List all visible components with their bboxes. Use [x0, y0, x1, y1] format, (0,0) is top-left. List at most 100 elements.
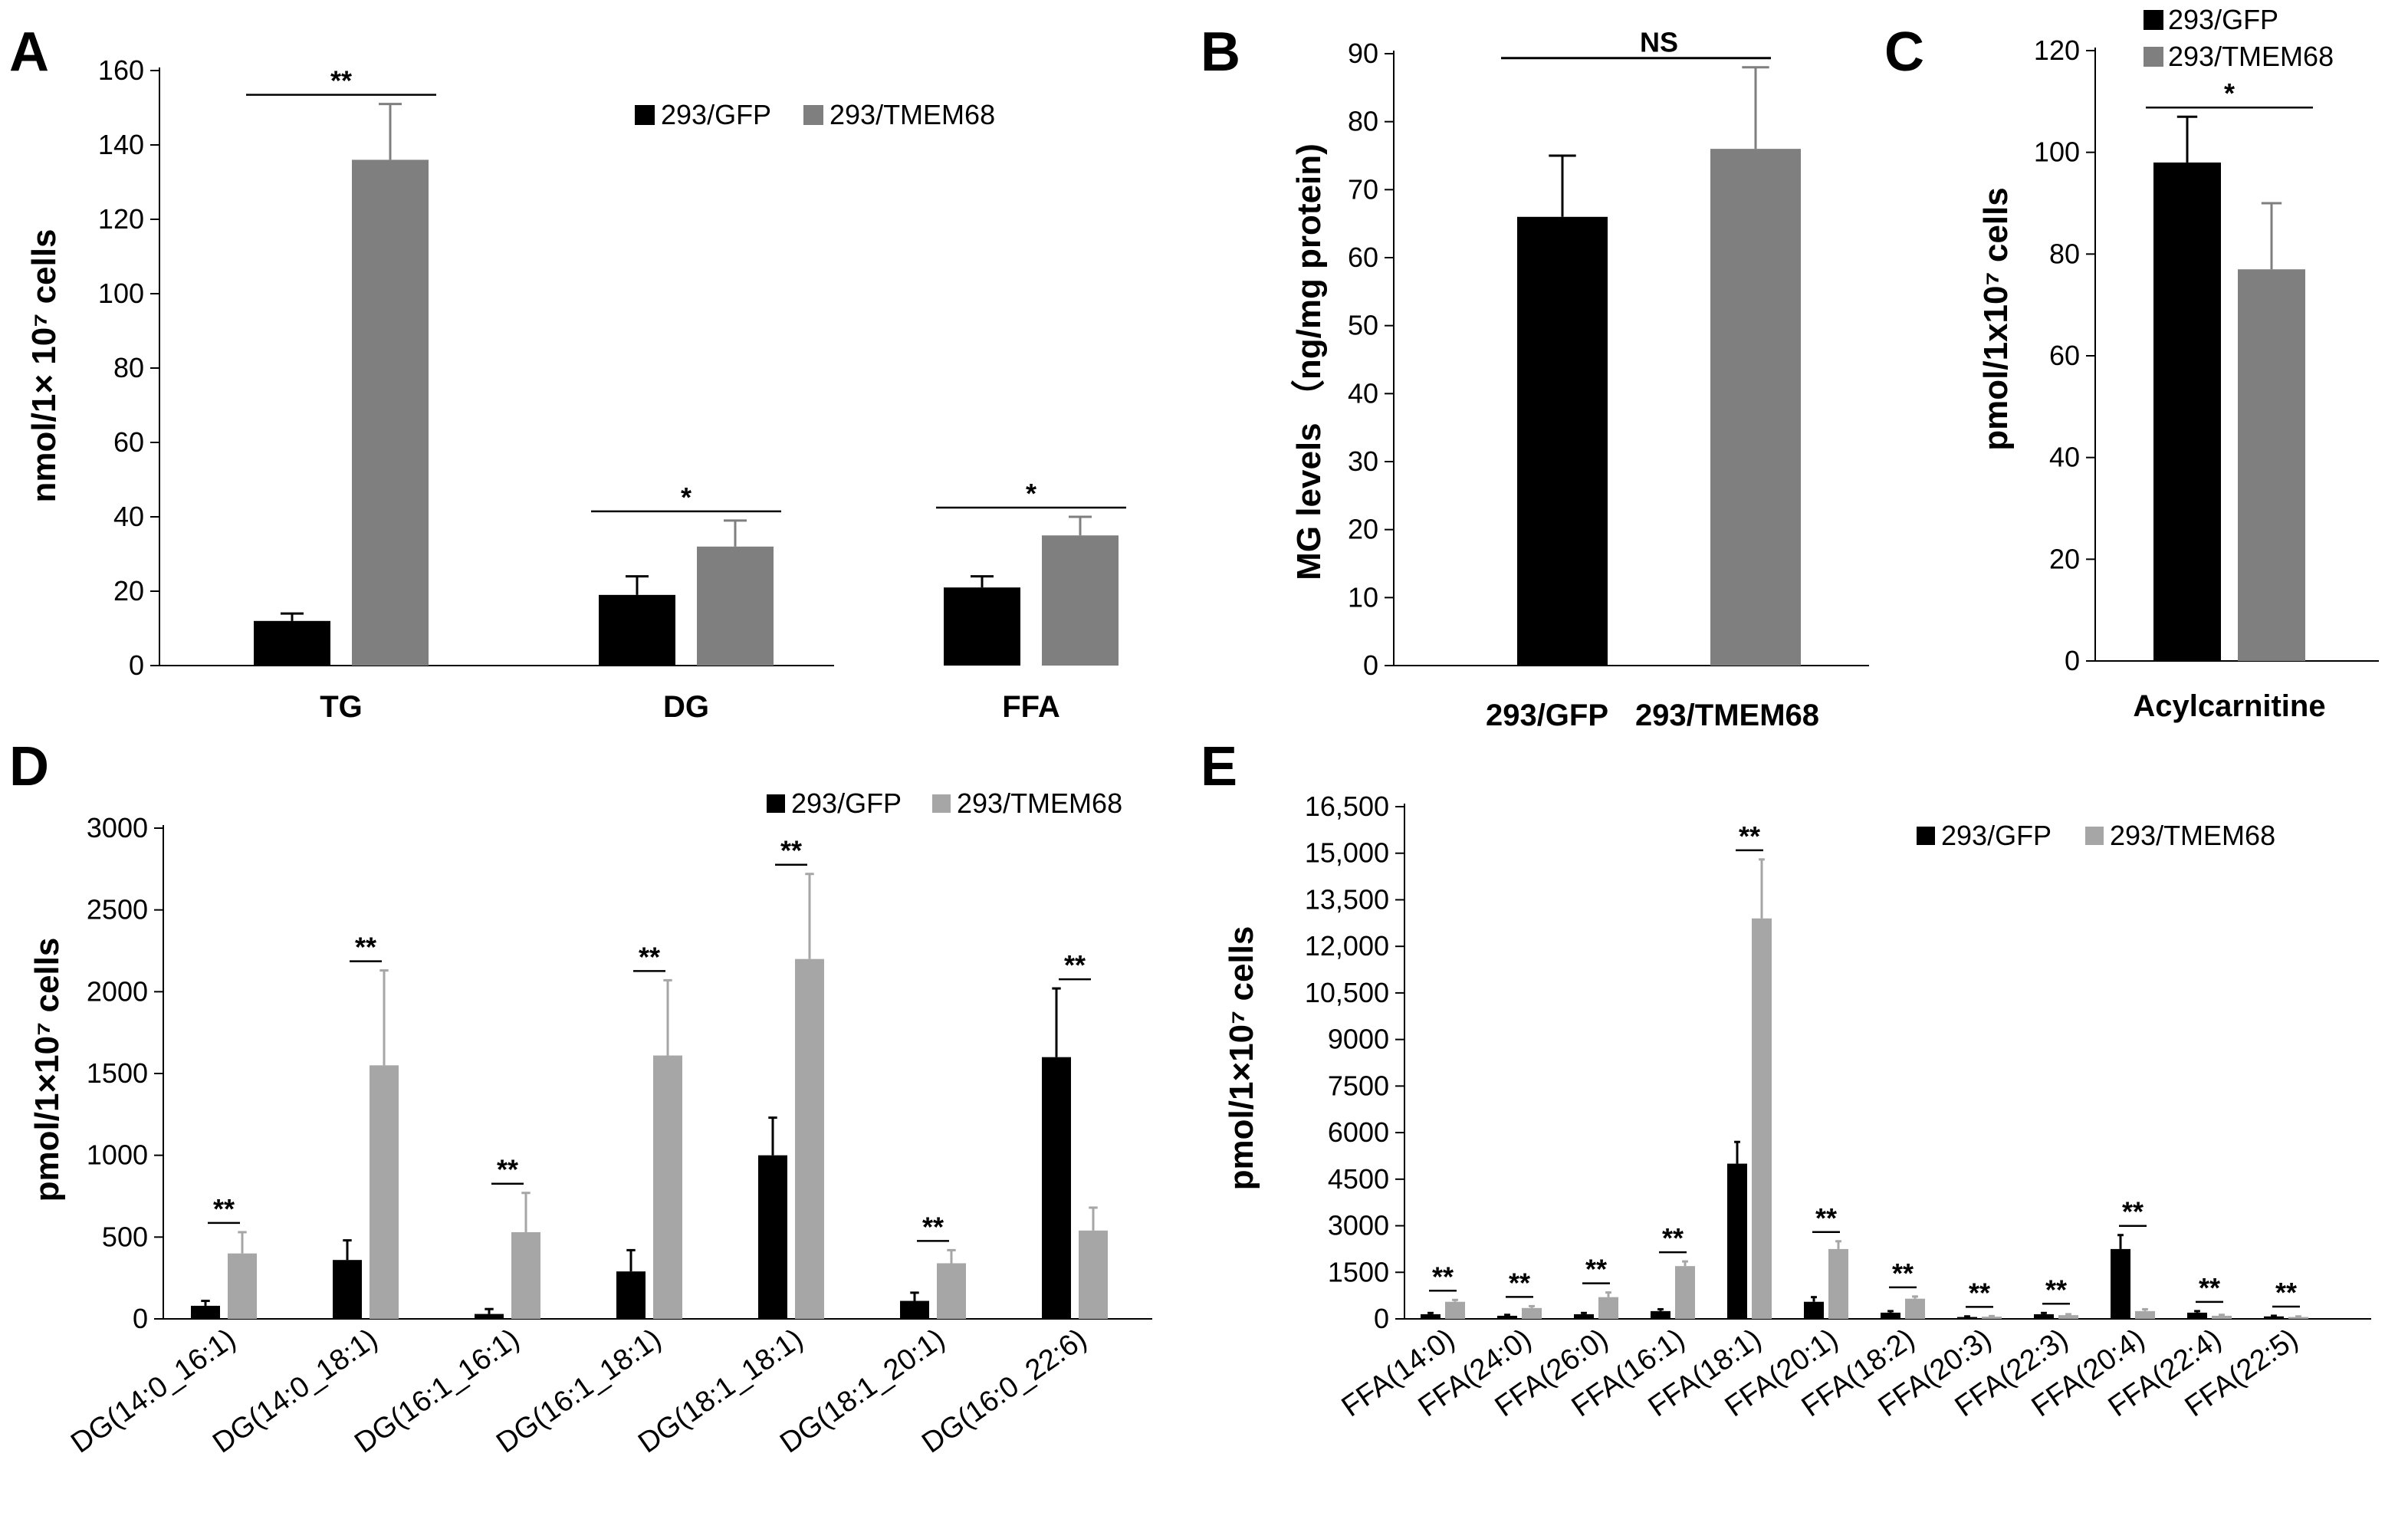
x-category-label: FFA — [1002, 690, 1060, 724]
bar-293gfp — [599, 594, 675, 666]
chart-panel-e: pmol/1×10⁷ cells 0 1500 3000 4500 6000 7500 90… — [1223, 791, 2371, 1423]
significance-label: * — [2224, 77, 2235, 109]
x-category-label: 293/GFP — [1486, 699, 1608, 732]
x-category-label: 293/TMEM68 — [1635, 699, 1819, 732]
bar-293tmem68 — [1042, 535, 1119, 666]
y-tick-label: 0 — [133, 1303, 148, 1334]
y-tick-label: 60 — [2049, 340, 2080, 371]
legend-label-gfp-a: 293/GFP — [661, 99, 771, 130]
bar-293gfp — [1957, 1317, 1977, 1319]
y-tick-label: 70 — [1348, 173, 1378, 205]
legend-swatch-tmem-a — [803, 105, 823, 125]
bar-293tmem68 — [1905, 1298, 1925, 1319]
significance-label: NS — [1640, 27, 1678, 58]
panel-letter-c: C — [1884, 21, 1924, 83]
y-tick-label: 4500 — [1328, 1163, 1389, 1195]
significance-label: ** — [1585, 1254, 1607, 1285]
legend-label-tmem-e: 293/TMEM68 — [2110, 820, 2275, 851]
significance-label: ** — [1815, 1202, 1837, 1234]
bar-293gfp — [616, 1271, 646, 1319]
bar-293tmem68 — [2135, 1310, 2155, 1319]
bar-293tmem68 — [1752, 918, 1772, 1319]
panel-letter-e: E — [1201, 736, 1237, 797]
chart-panel-d: pmol/1×10⁷ cells 0 500 1000 1500 2000 2500 300… — [28, 787, 1152, 1460]
y-tick-label: 30 — [1348, 446, 1378, 477]
bar-293tmem68 — [1828, 1248, 1848, 1319]
y-tick-label: 60 — [1348, 242, 1378, 273]
bar-293tmem68 — [1445, 1301, 1465, 1319]
significance-label: ** — [497, 1154, 518, 1185]
y-tick-label: 0 — [2065, 645, 2080, 676]
y-tick-label: 160 — [98, 54, 144, 86]
y-tick-label: 80 — [2049, 238, 2080, 269]
bar-293gfp — [1574, 1314, 1594, 1319]
y-tick-label: 90 — [1348, 38, 1378, 69]
bar-293tmem68 — [2058, 1315, 2078, 1319]
bar-293tmem68 — [228, 1253, 257, 1319]
panel-letter-d: D — [9, 736, 49, 797]
significance-label: ** — [330, 65, 352, 97]
significance-label: ** — [1509, 1267, 1530, 1298]
y-tick-label: 40 — [2049, 442, 2080, 473]
bar-293gfp — [1421, 1314, 1441, 1319]
legend-swatch-tmem-d — [932, 794, 951, 813]
y-tick-label: 60 — [113, 426, 144, 458]
bar-293tmem68 — [1522, 1307, 1542, 1319]
significance-label: ** — [355, 932, 376, 963]
significance-label: ** — [922, 1211, 944, 1242]
x-category-label: TG — [320, 690, 363, 724]
bar-293tmem68 — [511, 1231, 540, 1319]
significance-label: ** — [1064, 949, 1086, 981]
significance-label: ** — [1892, 1258, 1914, 1289]
legend-label-tmem-d: 293/TMEM68 — [957, 787, 1122, 819]
panel-letter-b: B — [1201, 21, 1240, 83]
chart-panel-a: nmol/1× 10⁷ cells 0 20 40 60 80 100 120 140 160 *… — [25, 54, 1126, 724]
legend-label-tmem-a: 293/TMEM68 — [829, 99, 995, 130]
y-tick-label: 20 — [2049, 543, 2080, 574]
y-tick-label: 140 — [98, 129, 144, 160]
bar-293tmem68 — [653, 1055, 682, 1319]
bar-293gfp — [1651, 1310, 1670, 1319]
legend-e: 293/GFP 293/TMEM68 — [1917, 820, 2275, 851]
y-tick-label: 10 — [1348, 581, 1378, 613]
y-tick-label: 13,500 — [1305, 883, 1389, 915]
legend-c: 293/GFP 293/TMEM68 — [2144, 4, 2334, 72]
legend-label-gfp-c: 293/GFP — [2168, 4, 2278, 35]
bar-293gfp — [2264, 1316, 2284, 1319]
bar-293gfp — [2187, 1312, 2207, 1319]
bar-293gfp — [333, 1260, 362, 1319]
bar-293gfp — [1042, 1057, 1071, 1319]
legend-swatch-tmem-c — [2144, 47, 2163, 67]
significance-label: ** — [780, 835, 802, 866]
legend-label-gfp-d: 293/GFP — [791, 787, 902, 819]
bar-293gfp — [1727, 1163, 1747, 1319]
y-tick-label: 0 — [129, 649, 144, 681]
y-axis-title-d: pmol/1×10⁷ cells — [28, 938, 66, 1202]
bar-293gfp — [758, 1155, 787, 1319]
significance-label: * — [1026, 478, 1036, 509]
y-tick-label: 1500 — [87, 1057, 148, 1089]
y-tick-label: 20 — [113, 575, 144, 607]
y-tick-label: 2500 — [87, 894, 148, 926]
bar-293tmem68 — [352, 159, 429, 666]
bar-293tmem68 — [1675, 1266, 1695, 1319]
y-tick-label: 40 — [1348, 377, 1378, 409]
bar-293gfp — [191, 1305, 220, 1319]
y-tick-label: 500 — [102, 1221, 148, 1252]
y-tick-label: 120 — [98, 203, 144, 235]
x-category-label: Acylcarnitine — [2133, 689, 2325, 723]
bar-293gfp — [1497, 1315, 1517, 1319]
significance-label: ** — [2122, 1196, 2144, 1228]
y-tick-label: 100 — [98, 278, 144, 309]
y-tick-label: 0 — [1374, 1303, 1389, 1334]
y-tick-label: 2000 — [87, 975, 148, 1007]
y-tick-label: 3000 — [1328, 1210, 1389, 1241]
bar-293tmem68 — [1079, 1230, 1108, 1319]
y-tick-label: 50 — [1348, 310, 1378, 341]
x-category-label: DG — [663, 690, 709, 724]
y-tick-label: 10,500 — [1305, 977, 1389, 1008]
y-tick-label: 15,000 — [1305, 837, 1389, 869]
significance-label: ** — [2199, 1272, 2220, 1304]
y-tick-label: 80 — [1348, 106, 1378, 137]
y-tick-label: 0 — [1363, 649, 1378, 681]
